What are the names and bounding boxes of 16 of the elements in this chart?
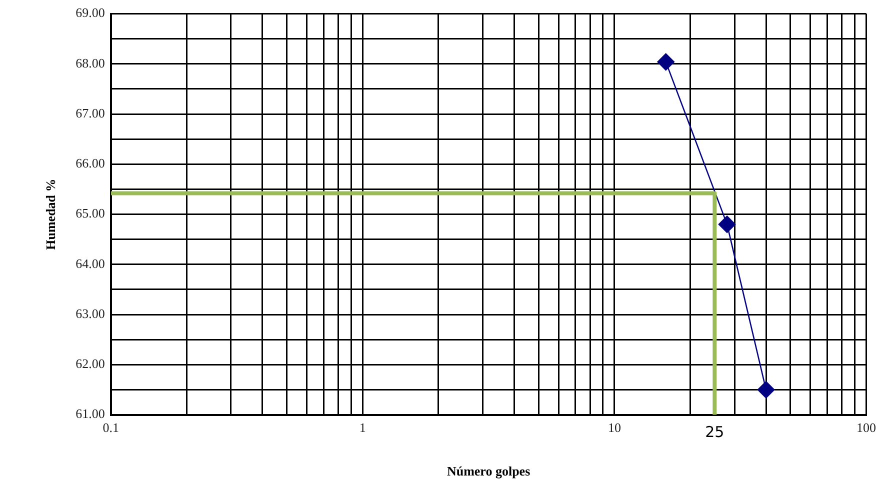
x-tick-label: 0.1: [102, 420, 119, 436]
y-tick-label: 67.00: [76, 105, 105, 120]
y-tick-label: 62.00: [76, 356, 105, 372]
y-tick-label: 65.00: [76, 206, 105, 221]
annotation: 25: [705, 423, 724, 442]
y-tick-label: 69.00: [76, 5, 105, 20]
x-tick-label: 100: [856, 420, 876, 436]
x-tick-label: 10: [608, 420, 621, 436]
y-tick-label: 61.00: [76, 406, 105, 422]
y-tick-label: 68.00: [76, 55, 105, 70]
y-tick-label: 66.00: [76, 156, 105, 171]
x-tick-label: 1: [359, 420, 366, 436]
x-axis-title: Número golpes: [446, 464, 530, 479]
y-tick-label: 64.00: [76, 256, 105, 271]
y-axis-title: Humedad %: [43, 178, 58, 250]
y-tick-label: 63.00: [76, 306, 105, 321]
